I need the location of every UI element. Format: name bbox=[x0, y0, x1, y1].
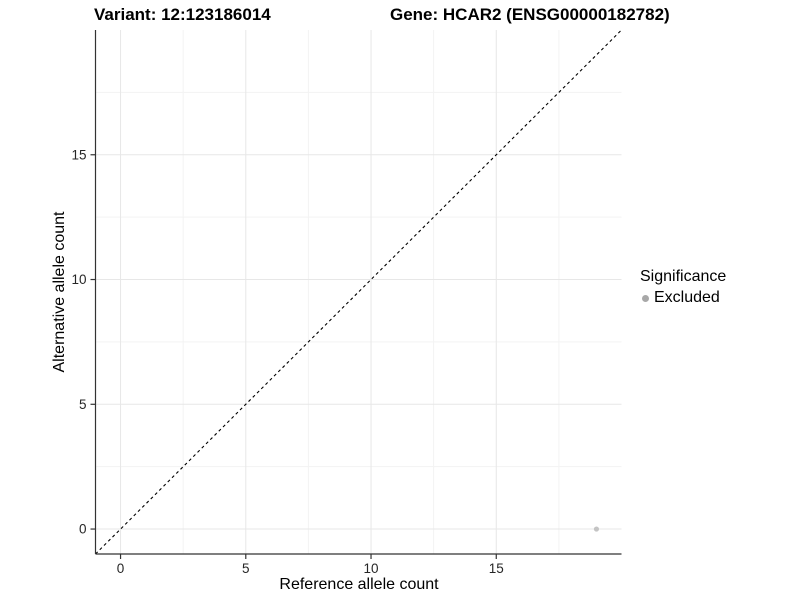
identity-line bbox=[95, 29, 622, 555]
legend-item-label: Excluded bbox=[654, 289, 720, 306]
y-tick-label: 10 bbox=[71, 272, 86, 287]
plot-title-gene: Gene: HCAR2 (ENSG00000182782) bbox=[390, 5, 670, 24]
legend: Significance Excluded bbox=[640, 268, 726, 307]
legend-marker-icon bbox=[642, 294, 649, 302]
x-axis-title: Reference allele count bbox=[279, 576, 439, 593]
legend-title: Significance bbox=[640, 268, 727, 285]
legend-item-excluded: Excluded bbox=[640, 289, 726, 307]
x-tick-label: 15 bbox=[489, 561, 504, 576]
x-tick-label: 0 bbox=[117, 561, 125, 576]
x-tick-label: 5 bbox=[242, 561, 250, 576]
data-point bbox=[593, 526, 600, 532]
y-tick-label: 0 bbox=[79, 522, 87, 537]
x-tick-label: 10 bbox=[364, 561, 379, 576]
y-axis-title: Alternative allele count bbox=[51, 211, 68, 373]
y-tick-label: 15 bbox=[71, 147, 86, 162]
y-tick-label: 5 bbox=[79, 397, 87, 412]
plot-title-variant: Variant: 12:123186014 bbox=[94, 5, 271, 24]
